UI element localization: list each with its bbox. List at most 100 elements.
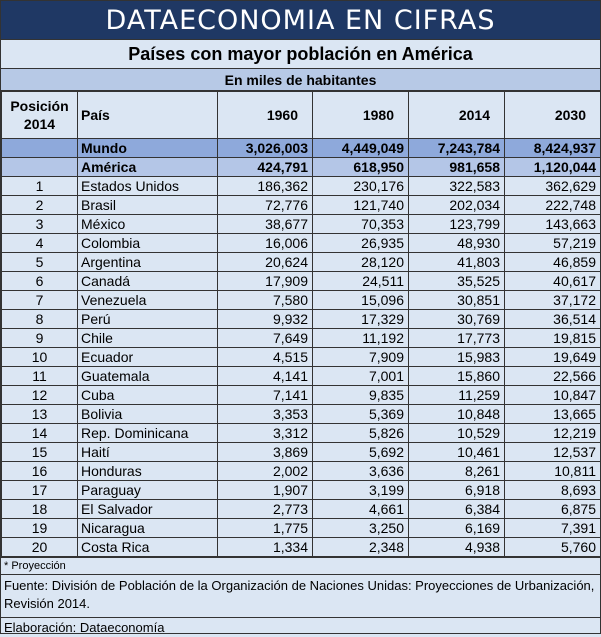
table-row: 20 Costa Rica 1,334 2,348 4,938 5,760	[1, 537, 601, 557]
row-position: 8	[1, 309, 78, 329]
row-1960: 4,141	[217, 366, 313, 386]
america-1960: 424,791	[217, 157, 313, 177]
row-2014: 15,983	[408, 347, 505, 367]
row-2030: 22,566	[504, 366, 601, 386]
row-country: Ecuador	[77, 347, 218, 367]
america-2030: 1,120,044	[504, 157, 601, 177]
row-position: 9	[1, 328, 78, 348]
table-row: 2 Brasil 72,776 121,740 202,034 222,748	[1, 195, 601, 215]
row-1960: 7,580	[217, 290, 313, 310]
row-2030: 37,172	[504, 290, 601, 310]
table-row: 10 Ecuador 4,515 7,909 15,983 19,649	[1, 347, 601, 367]
row-position: 4	[1, 233, 78, 253]
world-1980: 4,449,049	[312, 138, 409, 158]
row-2014: 48,930	[408, 233, 505, 253]
row-1980: 5,369	[312, 404, 409, 424]
row-2030: 6,875	[504, 499, 601, 519]
row-1980: 230,176	[312, 176, 409, 196]
header-1960: 1960	[217, 91, 313, 139]
row-2014: 123,799	[408, 214, 505, 234]
row-1960: 1,334	[217, 537, 313, 557]
row-1980: 3,199	[312, 480, 409, 500]
table-row: 1 Estados Unidos 186,362 230,176 322,583 362,…	[1, 176, 601, 196]
row-country: México	[77, 214, 218, 234]
world-2030: 8,424,937	[504, 138, 601, 158]
row-country: El Salvador	[77, 499, 218, 519]
row-1980: 70,353	[312, 214, 409, 234]
row-2030: 57,219	[504, 233, 601, 253]
table-row: 18 El Salvador 2,773 4,661 6,384 6,875	[1, 499, 601, 519]
table-row: 11 Guatemala 4,141 7,001 15,860 22,566	[1, 366, 601, 386]
header-2014: 2014	[408, 91, 505, 139]
table-row: 14 Rep. Dominicana 3,312 5,826 10,529 12,219	[1, 423, 601, 443]
source-text: Fuente: División de Población de la Orga…	[1, 575, 600, 618]
row-2014: 35,525	[408, 271, 505, 291]
row-country: Estados Unidos	[77, 176, 218, 196]
row-1960: 38,677	[217, 214, 313, 234]
credit-text: Elaboración: Dataeconomía	[4, 620, 165, 635]
world-label: Mundo	[77, 138, 218, 158]
header-2030: 2030	[504, 91, 601, 139]
row-1980: 7,909	[312, 347, 409, 367]
row-country: Haití	[77, 442, 218, 462]
projection-note: * Proyección	[1, 558, 600, 575]
row-position: 10	[1, 347, 78, 367]
row-position: 13	[1, 404, 78, 424]
row-2014: 6,169	[408, 518, 505, 538]
row-2030: 143,663	[504, 214, 601, 234]
america-label: América	[77, 157, 218, 177]
row-position: 2	[1, 195, 78, 215]
row-1960: 186,362	[217, 176, 313, 196]
banner-title: DATAECONOMIA EN CIFRAS	[1, 1, 600, 40]
row-1980: 28,120	[312, 252, 409, 272]
row-2014: 4,938	[408, 537, 505, 557]
row-position: 12	[1, 385, 78, 405]
row-1960: 7,141	[217, 385, 313, 405]
row-country: Perú	[77, 309, 218, 329]
table-row: 7 Venezuela 7,580 15,096 30,851 37,172	[1, 290, 601, 310]
row-2014: 15,860	[408, 366, 505, 386]
row-position: 5	[1, 252, 78, 272]
row-1960: 3,353	[217, 404, 313, 424]
row-country: Nicaragua	[77, 518, 218, 538]
header-1980: 1980	[312, 91, 409, 139]
row-2030: 222,748	[504, 195, 601, 215]
table-row: 8 Perú 9,932 17,329 30,769 36,514	[1, 309, 601, 329]
row-2030: 362,629	[504, 176, 601, 196]
row-country: Chile	[77, 328, 218, 348]
row-2030: 46,859	[504, 252, 601, 272]
row-2014: 30,769	[408, 309, 505, 329]
row-1960: 3,312	[217, 423, 313, 443]
world-position	[1, 138, 78, 158]
row-2014: 30,851	[408, 290, 505, 310]
row-country: Paraguay	[77, 480, 218, 500]
row-country: Cuba	[77, 385, 218, 405]
row-position: 15	[1, 442, 78, 462]
row-2030: 36,514	[504, 309, 601, 329]
row-1980: 2,348	[312, 537, 409, 557]
row-2014: 10,848	[408, 404, 505, 424]
row-2014: 10,461	[408, 442, 505, 462]
row-country: Brasil	[77, 195, 218, 215]
row-2030: 10,847	[504, 385, 601, 405]
table-header-row: Posición 2014 País 1960 1980 2014 2030	[1, 91, 601, 139]
row-1980: 7,001	[312, 366, 409, 386]
row-2014: 10,529	[408, 423, 505, 443]
population-table: Posición 2014 País 1960 1980 2014 2030 M…	[1, 91, 601, 557]
table-row: 9 Chile 7,649 11,192 17,773 19,815	[1, 328, 601, 348]
row-1960: 16,006	[217, 233, 313, 253]
row-1980: 121,740	[312, 195, 409, 215]
table-row: 19 Nicaragua 1,775 3,250 6,169 7,391	[1, 518, 601, 538]
row-position: 7	[1, 290, 78, 310]
row-position: 17	[1, 480, 78, 500]
row-1960: 17,909	[217, 271, 313, 291]
row-1960: 3,869	[217, 442, 313, 462]
table-row: 3 México 38,677 70,353 123,799 143,663	[1, 214, 601, 234]
row-position: 3	[1, 214, 78, 234]
table-row: 5 Argentina 20,624 28,120 41,803 46,859	[1, 252, 601, 272]
row-country: Argentina	[77, 252, 218, 272]
row-1980: 4,661	[312, 499, 409, 519]
row-2030: 5,760	[504, 537, 601, 557]
row-1960: 72,776	[217, 195, 313, 215]
